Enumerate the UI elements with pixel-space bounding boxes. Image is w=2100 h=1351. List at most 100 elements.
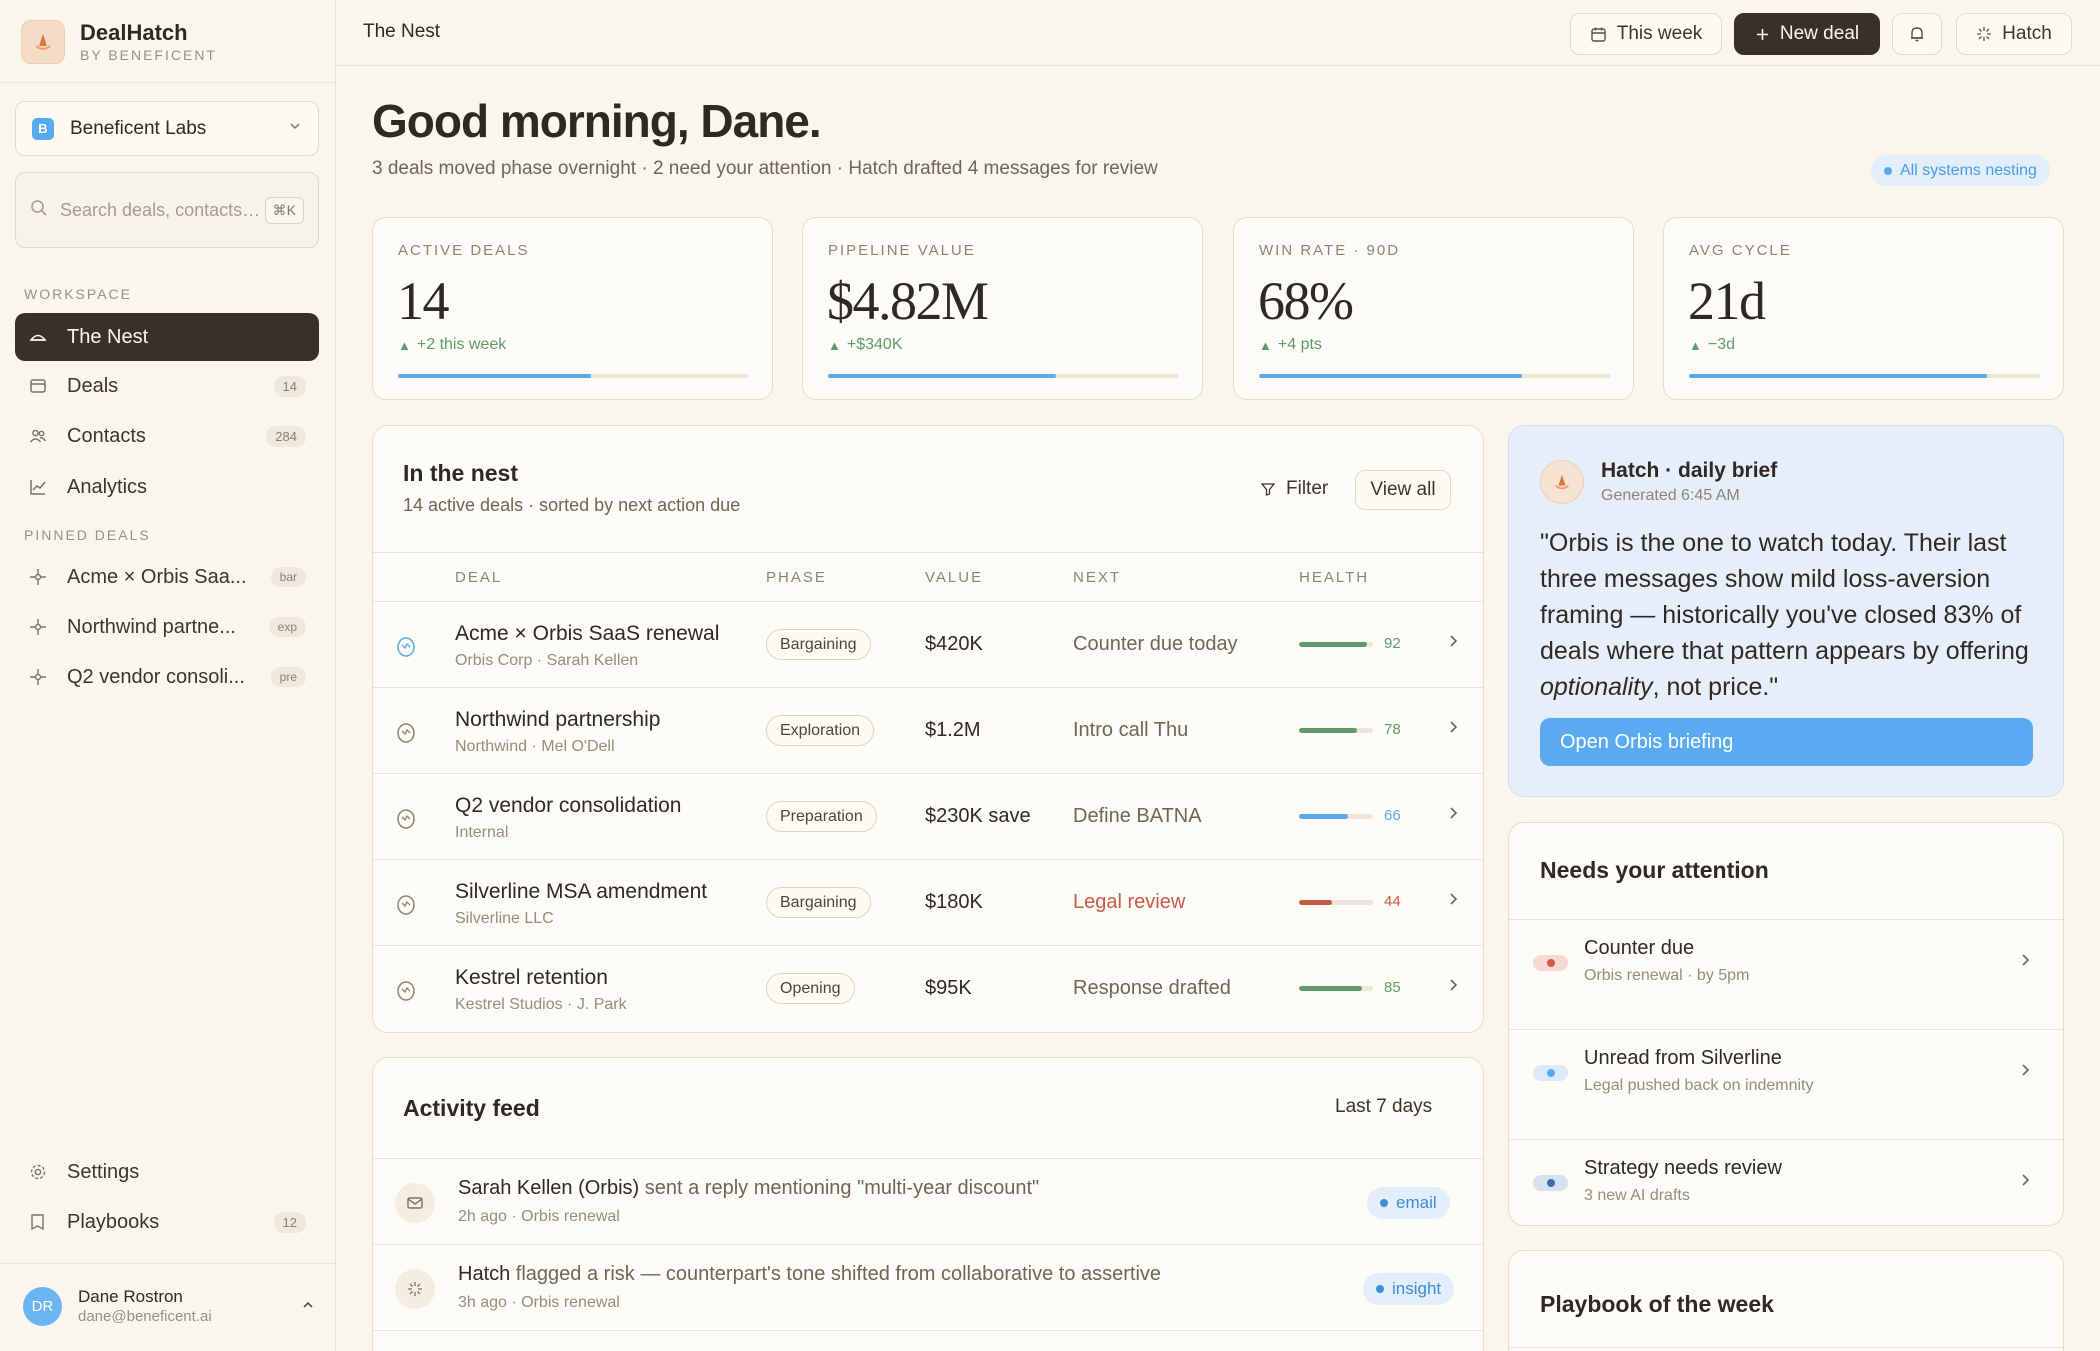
open-briefing-button[interactable]: Open Orbis briefing xyxy=(1540,718,2033,766)
column-header-value[interactable]: VALUE xyxy=(925,569,984,586)
analytics-icon xyxy=(28,477,48,497)
hatch-button[interactable]: Hatch xyxy=(1956,13,2072,55)
deals-table-card: In the nest 14 active deals · sorted by … xyxy=(372,425,1484,1033)
column-header-health[interactable]: HEALTH xyxy=(1299,569,1370,586)
sidebar-item-the-nest[interactable]: The Nest xyxy=(15,313,319,361)
attention-item[interactable]: Counter due Orbis renewal · by 5pm xyxy=(1509,919,2063,1029)
kpi-progress xyxy=(398,374,749,378)
hatch-logo-icon xyxy=(21,20,65,64)
hatch-label: Hatch xyxy=(2002,23,2052,44)
column-header-phase[interactable]: PHASE xyxy=(766,569,827,586)
health-bar xyxy=(1299,986,1373,991)
egg-icon xyxy=(393,719,419,745)
pinned-deal-acme-orbis[interactable]: Acme × Orbis Saa... bar xyxy=(15,553,319,601)
count-badge: 14 xyxy=(273,375,306,397)
kpi-value: $4.82M xyxy=(827,271,989,331)
chevron-right-icon xyxy=(1447,718,1459,739)
status-badge: All systems nesting xyxy=(1871,155,2050,186)
date-range-button[interactable]: This week xyxy=(1570,13,1722,55)
pinned-deal-northwind[interactable]: Northwind partne... exp xyxy=(15,603,319,651)
phase-badge: Bargaining xyxy=(766,629,871,660)
column-header-deal[interactable]: DEAL xyxy=(455,569,503,586)
pinned-deal-label: Northwind partne... xyxy=(67,615,236,638)
pin-icon xyxy=(28,617,48,637)
table-row[interactable]: Northwind partnership Northwind · Mel O'D… xyxy=(373,688,1483,774)
trend-up-icon: ▲ xyxy=(1689,337,1702,353)
sidebar-item-deals[interactable]: Deals 14 xyxy=(15,362,319,410)
new-deal-button[interactable]: New deal xyxy=(1734,13,1880,55)
brand[interactable]: DealHatch BY BENEFICENT xyxy=(21,20,217,64)
mail-icon xyxy=(395,1183,435,1223)
kpi-delta-label: +4 pts xyxy=(1277,336,1322,353)
table-row[interactable]: Silverline MSA amendment Silverline LLC Ba… xyxy=(373,860,1483,946)
tag-dot xyxy=(1380,1199,1388,1207)
divider xyxy=(0,82,335,83)
plus-icon xyxy=(1755,27,1770,42)
health-score: 78 xyxy=(1384,721,1401,738)
pinned-deal-label: Q2 vendor consoli... xyxy=(67,665,245,688)
sidebar-item-contacts[interactable]: Contacts 284 xyxy=(15,412,319,460)
activity-range-button[interactable]: Last 7 days xyxy=(1335,1096,1433,1117)
org-name: Beneficent Labs xyxy=(70,117,207,139)
priority-indicator xyxy=(1533,955,1568,971)
kpi-progress-fill xyxy=(828,374,1057,378)
kpi-value: 21d xyxy=(1688,271,1766,331)
page-title: The Nest xyxy=(363,21,441,42)
org-selector[interactable]: B Beneficent Labs xyxy=(15,101,319,156)
attention-item[interactable]: Strategy needs review 3 new AI drafts xyxy=(1509,1139,2063,1225)
filter-button[interactable]: Filter xyxy=(1260,478,1328,500)
table-row[interactable]: Q2 vendor consolidation Internal Preparati… xyxy=(373,774,1483,860)
sparkle-icon xyxy=(395,1269,435,1309)
table-row[interactable]: Acme × Orbis SaaS renewal Orbis Corp · Sa… xyxy=(373,602,1483,688)
pinned-deal-q2-vendor[interactable]: Q2 vendor consoli... pre xyxy=(15,653,319,701)
kpi-delta: ▲ +$340K xyxy=(828,336,902,354)
chevron-right-icon xyxy=(2019,1061,2031,1082)
sidebar-item-label: Deals xyxy=(67,374,119,397)
kpi-card[interactable]: AVG CYCLE 21d ▲ −3d xyxy=(1663,217,2064,400)
user-menu[interactable]: DR Dane Rostron dane@beneficent.ai xyxy=(23,1287,315,1326)
health-score: 66 xyxy=(1384,807,1401,824)
notifications-button[interactable] xyxy=(1892,13,1942,55)
kpi-label: PIPELINE VALUE xyxy=(828,242,976,259)
greeting-title: Good morning, Dane. xyxy=(372,95,822,147)
kpi-card[interactable]: PIPELINE VALUE $4.82M ▲ +$340K xyxy=(802,217,1203,400)
activity-item[interactable] xyxy=(373,1330,1483,1351)
deal-company: Northwind · Mel O'Dell xyxy=(455,738,615,755)
table-header: DEAL PHASE VALUE NEXT HEALTH xyxy=(373,552,1483,602)
section-title: Playbook of the week xyxy=(1540,1291,1774,1317)
kpi-card[interactable]: ACTIVE DEALS 14 ▲ +2 this week xyxy=(372,217,773,400)
bell-icon xyxy=(1908,25,1926,43)
view-all-button[interactable]: View all xyxy=(1355,470,1451,510)
phase-badge: Preparation xyxy=(766,801,877,832)
activity-tag: insight xyxy=(1363,1273,1455,1305)
kpi-progress-fill xyxy=(1259,374,1523,378)
nest-icon xyxy=(28,327,48,347)
sidebar-item-analytics[interactable]: Analytics xyxy=(15,463,319,511)
kpi-card[interactable]: WIN RATE · 90D 68% ▲ +4 pts xyxy=(1233,217,1634,400)
chevron-right-icon xyxy=(1447,976,1459,997)
search-input[interactable]: Search deals, contacts… ⌘K xyxy=(15,172,319,248)
section-title: Activity feed xyxy=(403,1095,540,1121)
column-header-next[interactable]: NEXT xyxy=(1073,569,1122,586)
activity-feed-card: Activity feed Last 7 days Sarah Kellen (… xyxy=(372,1057,1484,1351)
attention-item[interactable]: Unread from Silverline Legal pushed back … xyxy=(1509,1029,2063,1139)
deal-company: Silverline LLC xyxy=(455,910,554,927)
attention-subtitle: Legal pushed back on indemnity xyxy=(1584,1077,1814,1094)
pin-icon xyxy=(28,567,48,587)
activity-item[interactable]: Sarah Kellen (Orbis) sent a reply mentio… xyxy=(373,1158,1483,1244)
sidebar-item-label: Playbooks xyxy=(67,1210,160,1233)
kpi-delta: ▲ +4 pts xyxy=(1259,336,1322,354)
kpi-delta-label: +$340K xyxy=(846,336,903,353)
health-bar-fill xyxy=(1299,728,1357,733)
chevron-right-icon xyxy=(1447,804,1459,825)
sidebar-item-settings[interactable]: Settings xyxy=(15,1148,319,1196)
activity-item[interactable]: Hatch flagged a risk — counterpart's ton… xyxy=(373,1244,1483,1330)
chevron-down-icon xyxy=(288,119,302,138)
deal-name: Northwind partnership xyxy=(455,708,661,731)
sidebar-item-label: Settings xyxy=(67,1160,140,1183)
table-row[interactable]: Kestrel retention Kestrel Studios · J. Pa… xyxy=(373,946,1483,1032)
topbar: The Nest This week New deal Hatch xyxy=(336,0,2100,66)
attention-title: Strategy needs review xyxy=(1584,1157,1782,1179)
sidebar-item-playbooks[interactable]: Playbooks 12 xyxy=(15,1198,319,1246)
phase-badge: Exploration xyxy=(766,715,875,746)
